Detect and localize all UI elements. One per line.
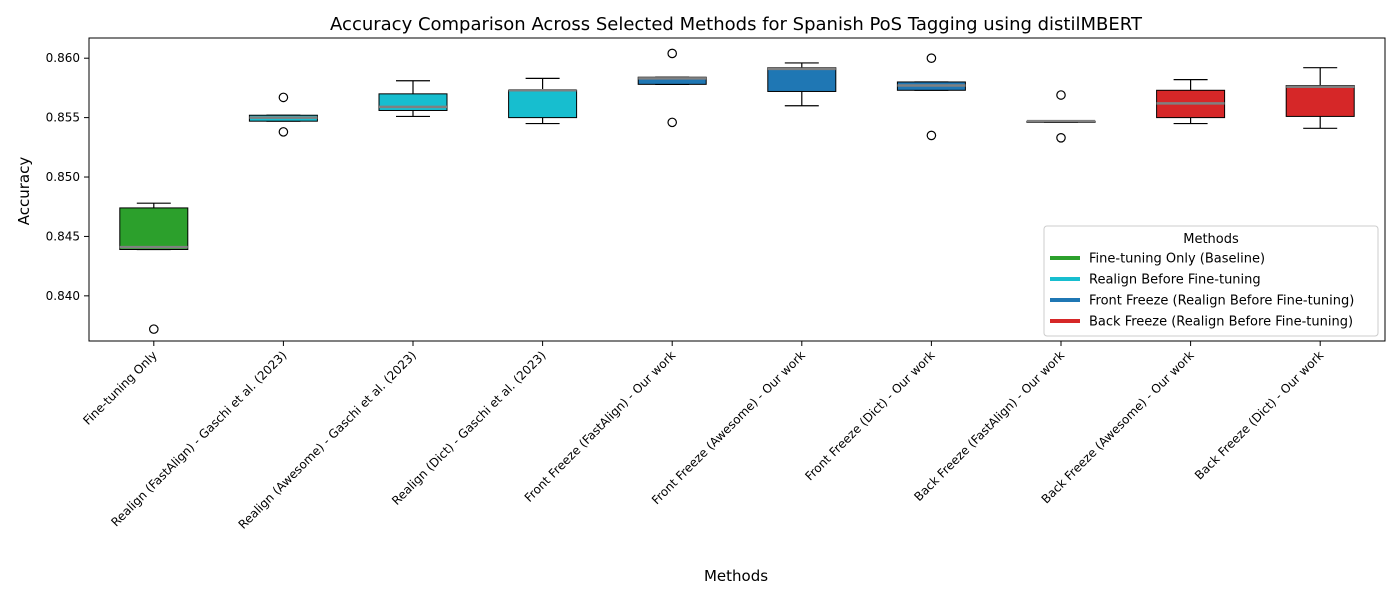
y-tick-label: 0.845 (46, 229, 80, 243)
box-body (119, 207, 189, 251)
legend-label: Front Freeze (Realign Before Fine-tuning… (1089, 294, 1354, 309)
box-8 (1026, 90, 1096, 143)
chart-title: Accuracy Comparison Across Selected Meth… (330, 14, 1143, 35)
legend: Methods Fine-tuning Only (Baseline) Realig… (1043, 225, 1379, 337)
legend-title: Methods (1183, 232, 1239, 247)
y-tick-label: 0.840 (46, 289, 80, 303)
box-body (1285, 85, 1355, 117)
box-body (508, 89, 578, 119)
outlier-point (1056, 90, 1066, 100)
x-tick-label: Back Freeze (FastAlign) - Our work (911, 348, 1067, 504)
x-tick-label: Realign (Dict) - Gaschi et al. (2023) (389, 348, 549, 508)
legend-entry: Fine-tuning Only (Baseline) (1050, 252, 1265, 267)
box-10 (1285, 67, 1355, 129)
plot-frame (88, 37, 1386, 342)
legend-entry: Front Freeze (Realign Before Fine-tuning… (1050, 294, 1354, 309)
outlier-point (667, 48, 677, 59)
y-tick-label: 0.850 (46, 170, 80, 184)
x-axis-label: Methods (704, 567, 768, 585)
box-7 (896, 53, 966, 141)
outlier-point (667, 117, 677, 128)
box-5 (637, 48, 707, 128)
outlier-point (278, 92, 289, 103)
legend-frame (1043, 225, 1379, 337)
outlier-point (1056, 133, 1066, 143)
x-tick-label: Front Freeze (Dict) - Our work (802, 348, 937, 483)
box-4 (508, 77, 578, 125)
box-body (767, 67, 837, 92)
legend-label: Back Freeze (Realign Before Fine-tuning) (1089, 315, 1353, 330)
outlier-point (926, 53, 937, 63)
legend-label: Realign Before Fine-tuning (1089, 273, 1261, 288)
box-2 (248, 92, 318, 137)
box-1 (119, 202, 189, 334)
box-3 (378, 80, 448, 118)
outlier-point (926, 130, 937, 141)
x-tick-label: Back Freeze (Dict) - Our work (1192, 348, 1326, 482)
x-tick-label: Back Freeze (Awesome) - Our work (1039, 348, 1197, 506)
legend-entry: Realign Before Fine-tuning (1050, 273, 1261, 288)
legend-label: Fine-tuning Only (Baseline) (1089, 252, 1265, 267)
box-6 (767, 62, 837, 107)
y-axis: 0.840 0.845 0.850 0.855 0.860 (46, 51, 89, 303)
x-tick-label: Front Freeze (FastAlign) - Our work (522, 348, 679, 505)
outlier-point (149, 324, 159, 334)
box-9 (1156, 78, 1226, 125)
x-tick-label: Fine-tuning Only (80, 348, 160, 428)
legend-entry: Back Freeze (Realign Before Fine-tuning) (1050, 315, 1353, 330)
outlier-point (278, 127, 289, 137)
y-tick-label: 0.860 (46, 51, 80, 65)
plot-area (88, 37, 1386, 342)
x-tick-label: Front Freeze (Awesome) - Our work (649, 348, 808, 507)
y-axis-label: Accuracy (15, 157, 33, 226)
y-tick-label: 0.855 (46, 111, 80, 125)
